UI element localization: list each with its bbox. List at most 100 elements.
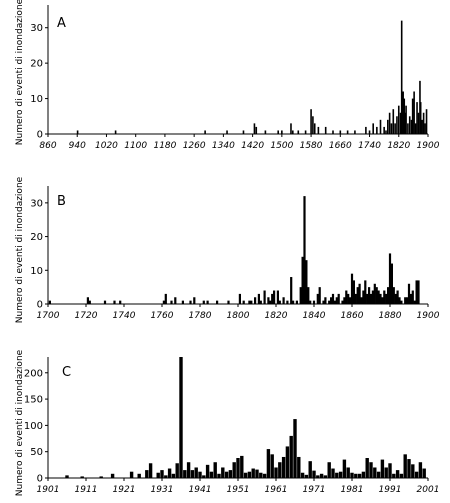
panel-b-bar [113, 300, 116, 304]
panel-c-bar [171, 473, 176, 478]
panel-a-bar [399, 112, 402, 134]
panel-a-axes [47, 5, 428, 135]
panel-c-bar [373, 467, 377, 478]
panel-b-bar [328, 300, 331, 304]
panel-b-bar [259, 300, 262, 304]
panel-b-bar [350, 273, 354, 304]
panel-a-bar [281, 130, 283, 134]
panel-b-xtick-label: 1900 [417, 311, 440, 321]
panel-b-bar [406, 297, 409, 304]
panel-c-bar [354, 473, 358, 478]
panel-b-bars [48, 196, 420, 304]
panel-c-bar [316, 475, 320, 478]
panel-a-bar [383, 126, 385, 134]
panel-b-bar [164, 293, 167, 304]
panel-b-bar [377, 290, 380, 304]
panel-c-bar [403, 454, 407, 478]
panel-c-bar [266, 449, 271, 478]
panel-b-bar [360, 297, 363, 304]
panel-a-xticks: 860 940 1020 1100 1180 1260 1340 1420 1500 1580 16… [39, 134, 440, 151]
panel-b-bar [312, 300, 316, 304]
panel-c-ytick-label: 200 [24, 368, 43, 379]
panel-a-ytick-label: 30 [30, 23, 43, 34]
panel-c-bar [259, 472, 263, 478]
panel-b-bar [170, 300, 173, 304]
panel-b-bar [371, 290, 374, 304]
panel-a-bar [379, 119, 382, 134]
panel-c-bar [407, 459, 411, 478]
panel-b-xtick-label: 1820 [265, 311, 288, 321]
panel-b-xtick-label: 1860 [341, 311, 364, 321]
panel-a-bar [242, 130, 245, 134]
panel-b-bar [278, 300, 281, 304]
panel-c-xtick-label: 1961 [265, 485, 288, 495]
panel-c-bar [205, 464, 210, 478]
panel-b-xtick-label: 1800 [227, 311, 250, 321]
panel-c-bar [365, 458, 369, 478]
panel-c-bar [414, 471, 419, 478]
panel-c-yticks: 0 50 100 150 200 [24, 368, 48, 485]
panel-c-bar [255, 469, 259, 478]
panel-c-bar [297, 456, 301, 478]
panel-b-bar [390, 263, 393, 304]
panel-a-bar [414, 123, 417, 134]
panel-c-bar [175, 463, 179, 478]
panel-c-xtick-label: 1951 [227, 485, 250, 495]
panel-b-bar [400, 300, 403, 304]
panel-a-bar [332, 130, 334, 134]
panel-b-bar [193, 297, 196, 304]
panel-a-bar [346, 130, 349, 134]
panel-a-xtick-label: 1260 [183, 141, 206, 151]
panel-b-bar [322, 300, 325, 304]
panel-a-xtick-label: 1420 [241, 141, 264, 151]
panel-b-bar [227, 300, 230, 304]
panel-c-bar [221, 467, 225, 478]
panel-a-xtick-label: 940 [69, 141, 86, 151]
panel-a-yticks: 0 10 20 30 [30, 23, 48, 141]
panel-b-bar [88, 300, 91, 304]
panel-a-bar [400, 20, 403, 135]
panel-c-bar [308, 461, 312, 478]
panel-c-bar [186, 462, 191, 478]
panel-c-bar [274, 467, 278, 478]
panel-c-bar [357, 473, 362, 478]
panel-c-bar [380, 459, 385, 478]
panel-b-bar [331, 293, 335, 304]
panel-c-xtick-label: 1931 [151, 485, 174, 495]
panel-c-bar [376, 471, 381, 478]
panel-c-bar [99, 476, 103, 478]
panel-c-bar [164, 475, 168, 478]
panel-a-bar [264, 130, 267, 134]
panel-c-xtick-label: 1901 [37, 485, 60, 495]
panel-b-bar [369, 293, 373, 304]
panel-c-bar [224, 471, 229, 478]
panel-b-bar [303, 196, 306, 304]
panel-b-bar [413, 300, 416, 304]
panel-b-bar [404, 297, 407, 304]
panel-b-ylabel: Numero di eventi di inondazione [15, 176, 25, 323]
panel-b-bar [316, 293, 319, 304]
panel-c-bar [335, 472, 339, 478]
panel-a-bar [425, 109, 428, 134]
panel-a-xtick-label: 1900 [417, 141, 440, 151]
panel-b-bar [257, 293, 260, 304]
panel-b-bar [379, 293, 382, 304]
panel-a-xtick-label: 1500 [270, 141, 293, 151]
panel-b-bar [398, 297, 401, 304]
panel-c-bar [194, 467, 198, 478]
panel-c-bar [110, 473, 115, 478]
panel-a-bar [385, 130, 387, 134]
panel-a-xtick-label: 1820 [387, 141, 410, 151]
panel-a-bar [372, 123, 374, 134]
panel-c-bar [179, 357, 183, 478]
panel-b-letter: B [57, 194, 66, 209]
panel-a-bar [297, 130, 300, 134]
panel-c-xtick-label: 1971 [303, 485, 326, 495]
panel-c-ytick-label: 100 [24, 421, 43, 432]
panel-a-bar [394, 123, 396, 134]
panel-b-bar [273, 290, 276, 304]
panel-b-bar [290, 277, 293, 304]
panel-b-axes [47, 186, 428, 305]
panel-a-bar [403, 98, 406, 134]
panel-c-bar [148, 463, 153, 478]
